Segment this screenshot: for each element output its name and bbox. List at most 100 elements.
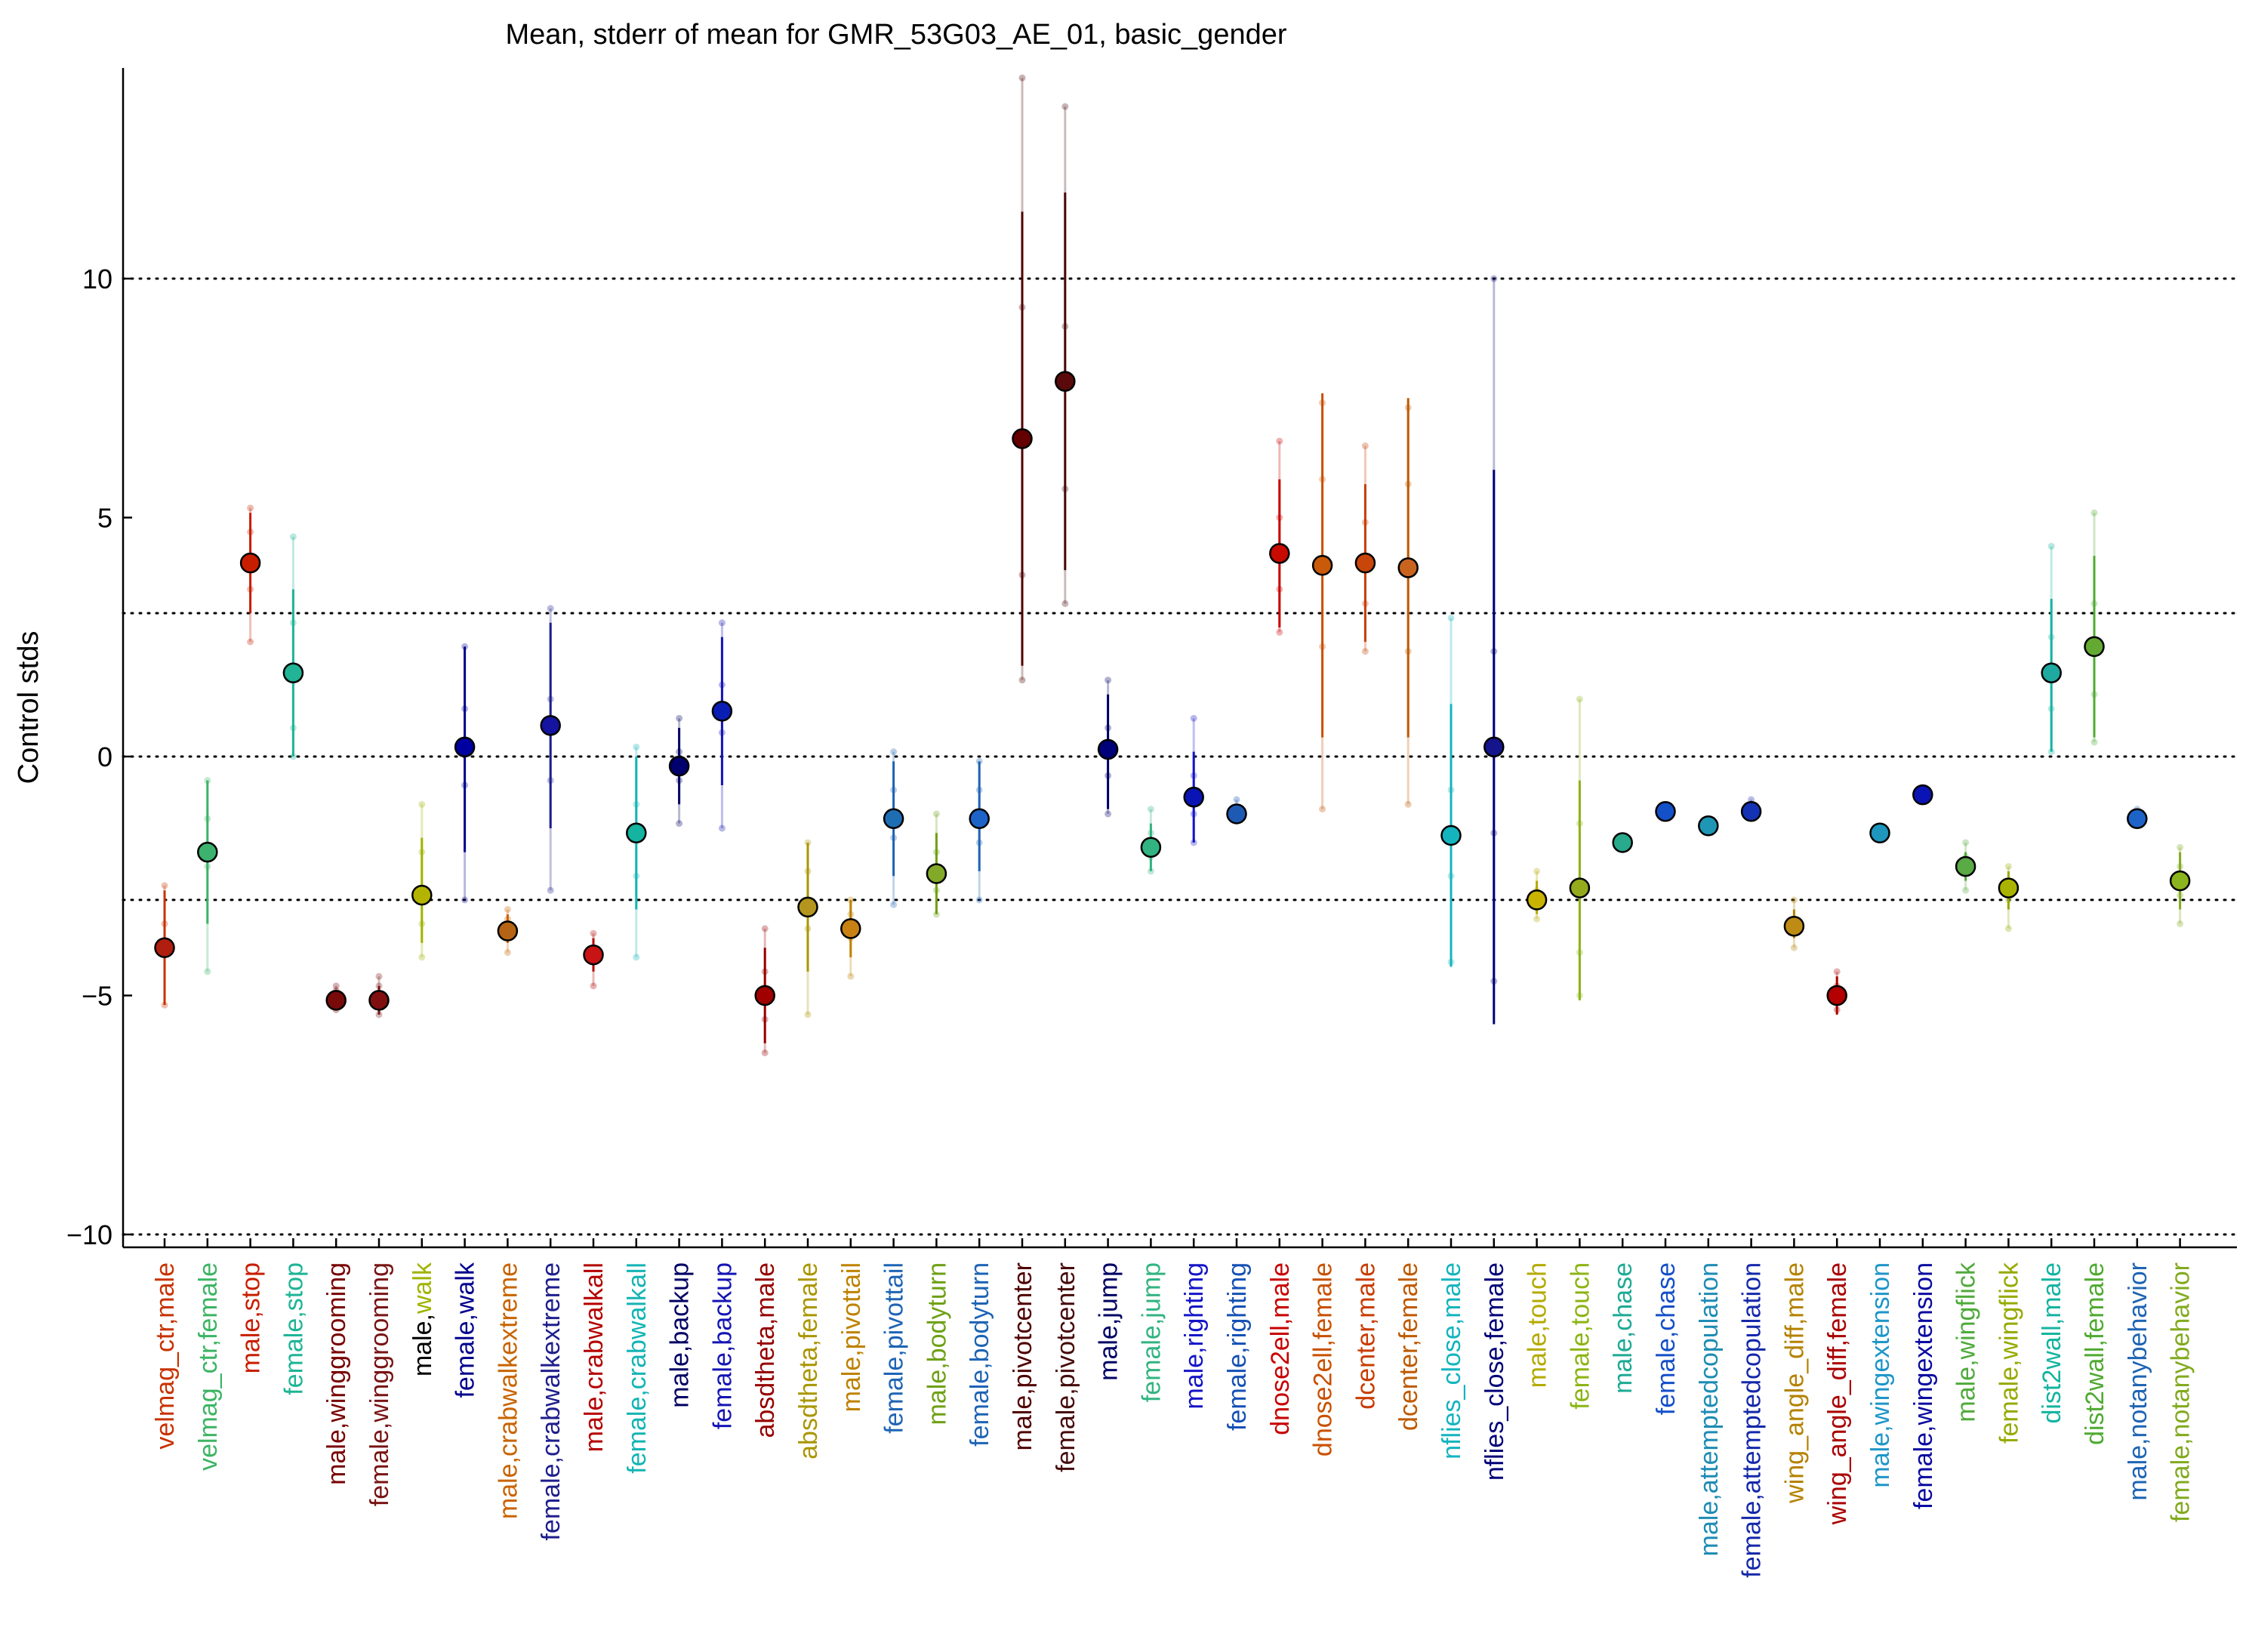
x-tick-label: female,pivottail (880, 1262, 909, 1434)
sample-dot (247, 638, 254, 646)
sample-dot (1190, 714, 1197, 722)
sample-dot (1533, 915, 1541, 923)
mean-point (754, 985, 775, 1006)
sample-dot (1962, 886, 1970, 894)
sample-dot (332, 982, 340, 990)
x-tick-label-part: dcenter, (1394, 1339, 1423, 1431)
sample-dot (1748, 796, 1755, 803)
x-tick-label-part: male, (1952, 1359, 1981, 1422)
mean-point (1740, 801, 1762, 822)
x-tick-label: female,bodyturn (966, 1262, 994, 1447)
x-tick-label: male,righting (1180, 1262, 1209, 1410)
x-tick-label-part: female, (1137, 1318, 1166, 1403)
sample-dot (2090, 738, 2098, 746)
x-tick-label: male,winggrooming (322, 1262, 351, 1485)
x-tick-label-part: pivottail (837, 1262, 866, 1349)
y-axis-ticks: −10 −5 0 5 10 (66, 264, 132, 1250)
x-tick-label-part: female, (1223, 1347, 1252, 1432)
x-tick-label: nflies_close,male (1437, 1262, 1466, 1459)
x-tick-label-part: male, (666, 1345, 695, 1408)
x-tick-label-part: absdtheta, (751, 1318, 780, 1438)
sample-dot (2177, 843, 2184, 851)
sample-dot (1833, 968, 1841, 975)
x-tick-label-part: wingextension (1866, 1262, 1895, 1425)
x-tick-label-part: male (751, 1262, 780, 1318)
mean-point (1483, 736, 1505, 758)
sample-dot (204, 968, 211, 975)
mean-point (1526, 889, 1548, 911)
sample-dot (1061, 103, 1069, 110)
sample-dot (1018, 677, 1026, 684)
sample-dot (1061, 599, 1069, 607)
x-tick-label-part: notanybehavior (2167, 1262, 2195, 1438)
y-tick-label: 5 (97, 503, 112, 534)
sample-dot (1576, 695, 1583, 703)
sample-dot (547, 886, 554, 894)
x-tick-label-part: female, (279, 1311, 308, 1395)
sample-dot (2090, 509, 2098, 516)
mean-point (1783, 915, 1805, 937)
mean-point (1569, 877, 1591, 898)
x-tick-label-part: winggrooming (322, 1262, 351, 1423)
x-tick-label-part: female, (537, 1456, 565, 1541)
x-tick-label: absdtheta,male (751, 1262, 780, 1438)
sample-dot (890, 748, 898, 756)
mean-point (626, 822, 647, 844)
x-tick-label-part: backup (708, 1262, 737, 1345)
x-tick-label: female,wingflick (1995, 1262, 2023, 1444)
chart-title: Mean, stderr of mean for GMR_53G03_AE_01… (505, 19, 1286, 51)
mean-point (1311, 555, 1333, 576)
x-tick-label-part: attemptedcopulation (1695, 1262, 1724, 1493)
mean-point (411, 884, 433, 906)
sample-dot (718, 824, 726, 832)
mean-point (883, 808, 904, 830)
mean-point (2084, 636, 2105, 658)
x-tick-label-part: wingflick (1995, 1262, 2023, 1360)
x-tick-label-part: dist2wall, (2081, 1339, 2109, 1445)
x-tick-label-part: crabwalkall (623, 1262, 652, 1389)
x-tick-label-part: nflies_close, (1437, 1318, 1466, 1459)
x-tick-label-part: male (151, 1262, 180, 1318)
x-tick-label: male,pivottail (837, 1262, 866, 1412)
mean-point (2041, 662, 2062, 683)
x-tick-label: wing_angle_diff,female (1823, 1262, 1852, 1525)
x-tick-label-part: female (2081, 1262, 2109, 1339)
mean-point (1012, 428, 1033, 449)
sample-dot (847, 972, 855, 980)
sample-dot (633, 954, 640, 961)
x-tick-label-part: male, (1524, 1325, 1552, 1388)
sample-dot (1790, 896, 1798, 904)
x-tick-label-part: crabwalkall (580, 1262, 608, 1389)
x-tick-label-part: male, (837, 1349, 866, 1412)
x-tick-label-part: male, (237, 1311, 266, 1373)
mean-point (711, 701, 733, 722)
sample-dot (247, 504, 254, 512)
sample-dot (418, 954, 426, 961)
mean-point (2127, 808, 2148, 830)
x-tick-label-part: absdtheta, (794, 1339, 823, 1459)
x-tick-label-part: chase (1609, 1262, 1638, 1331)
x-tick-label: female,jump (1137, 1262, 1166, 1402)
x-tick-label-part: backup (666, 1262, 695, 1345)
x-tick-label-part: female, (966, 1362, 994, 1447)
x-tick-label-part: male, (494, 1456, 522, 1519)
y-tick-label: −10 (66, 1219, 112, 1250)
sample-dot (975, 896, 983, 904)
x-tick-label-part: female (794, 1262, 823, 1339)
x-tick-label: male,crabwalkall (580, 1262, 608, 1452)
x-tick-label-part: male (1437, 1262, 1466, 1318)
y-tick-label: 0 (97, 741, 112, 772)
x-tick-label: female,backup (708, 1262, 737, 1429)
mean-point (797, 896, 818, 918)
y-tick-label: 10 (82, 264, 112, 294)
sample-dot (375, 972, 383, 980)
x-tick-label: velmag_ctr,female (194, 1262, 223, 1471)
mean-point (1869, 822, 1890, 844)
x-tick-label-part: female (1480, 1262, 1509, 1339)
x-tick-label: female,winggrooming (365, 1262, 394, 1506)
x-tick-label-part: male (1780, 1262, 1809, 1318)
mean-point (1226, 803, 1247, 824)
sample-dot (1447, 614, 1455, 621)
x-tick-label-part: righting (1180, 1262, 1209, 1347)
x-tick-label: female,attemptedcopulation (1738, 1262, 1767, 1578)
